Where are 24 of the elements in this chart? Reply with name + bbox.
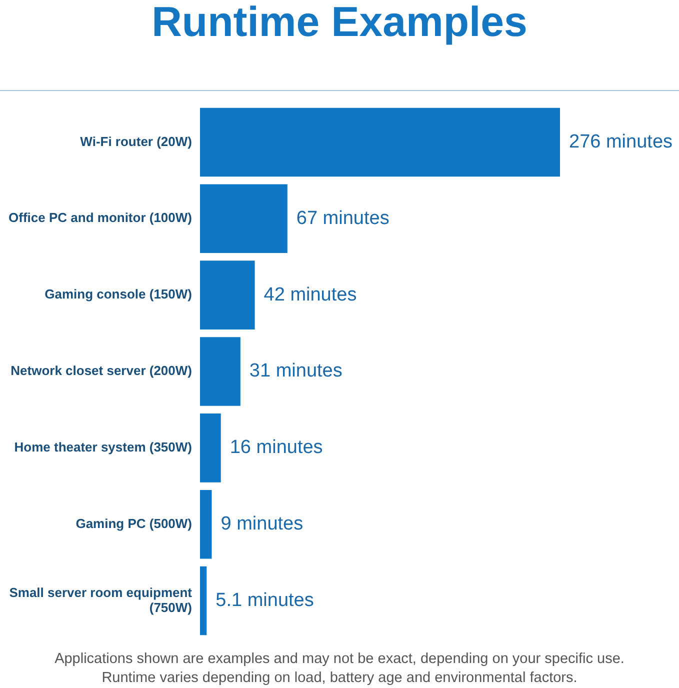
bar <box>200 260 255 330</box>
y-tick-label: Small server room equipment (750W) <box>9 584 193 615</box>
y-tick-label: Network closet server (200W) <box>10 363 192 378</box>
y-tick-label: Office PC and monitor (100W) <box>8 210 192 226</box>
bar <box>200 108 560 177</box>
data-label: 9 minutes <box>220 514 304 535</box>
data-label: 5.1 minutes <box>216 590 314 612</box>
data-label: 16 minutes <box>230 437 323 458</box>
y-tick-label: Gaming PC (500W) <box>76 516 192 531</box>
bar <box>200 337 240 406</box>
chart-title: Runtime Examples <box>150 0 528 46</box>
bar <box>200 566 207 636</box>
data-label: 67 minutes <box>296 208 390 229</box>
data-label: 31 minutes <box>249 360 342 382</box>
data-label: 276 minutes <box>569 131 673 152</box>
text: Applications shown are examples and may not be exact, depending on your specific use. <box>54 650 626 669</box>
text: Runtime varies depending on load, battery age and environmental factors. <box>100 669 578 688</box>
bar <box>200 414 221 482</box>
data-label: 42 minutes <box>264 284 357 306</box>
bar <box>200 184 288 254</box>
bar <box>200 490 212 559</box>
y-tick-label: Home theater system (350W) <box>14 440 192 455</box>
y-tick-label: Wi-Fi router (20W) <box>80 134 192 149</box>
y-tick-label: Gaming console (150W) <box>44 286 192 302</box>
